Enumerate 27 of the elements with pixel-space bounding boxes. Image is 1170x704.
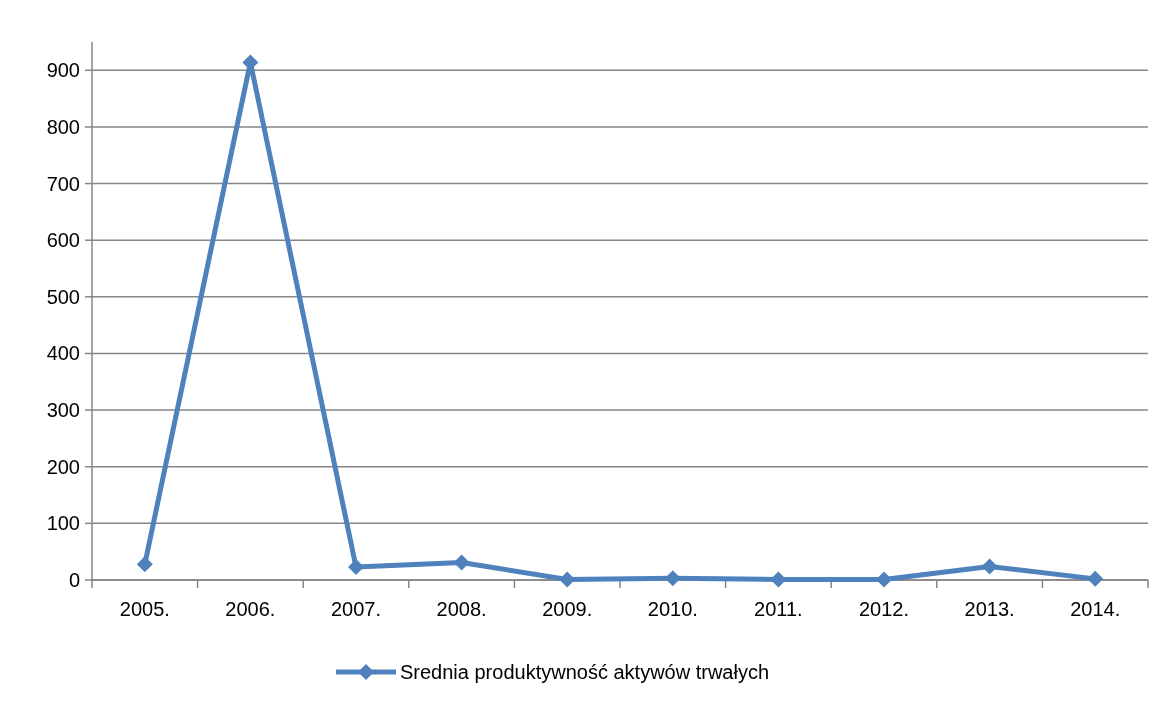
point	[348, 558, 364, 575]
x-tick-label: 2011.	[754, 598, 803, 620]
point	[981, 558, 998, 575]
point	[453, 554, 470, 571]
y-tick-label: 200	[46, 455, 80, 478]
x-tick-label: 2005.	[119, 598, 170, 620]
x-tick-label: 2006.	[225, 598, 276, 620]
x-tick-label: 2009.	[542, 598, 593, 620]
x-tick-label: 2012.	[858, 598, 910, 620]
y-tick-label: 300	[46, 399, 80, 422]
x-tick-label: 2007.	[330, 598, 382, 620]
point	[136, 556, 153, 573]
point	[876, 571, 892, 588]
y-tick-label: 600	[46, 229, 80, 252]
y-tick-label: 100	[46, 512, 80, 535]
legend-label: Srednia produktywność aktywów trwałych	[400, 661, 770, 683]
y-tick-label: 700	[46, 172, 80, 195]
y-tick-label: 400	[46, 342, 80, 365]
y-tick-label: 800	[46, 115, 80, 138]
point	[1087, 570, 1104, 587]
x-tick-label: 2010.	[647, 598, 698, 620]
x-tick-label: 2008.	[436, 598, 487, 620]
x-tick-label: 2014.	[1070, 598, 1121, 620]
y-tick-label: 900	[46, 59, 80, 82]
y-tick-label: 500	[46, 285, 80, 308]
x-tick-label: 2013.	[964, 598, 1015, 620]
y-tick-label: 0	[68, 569, 80, 591]
